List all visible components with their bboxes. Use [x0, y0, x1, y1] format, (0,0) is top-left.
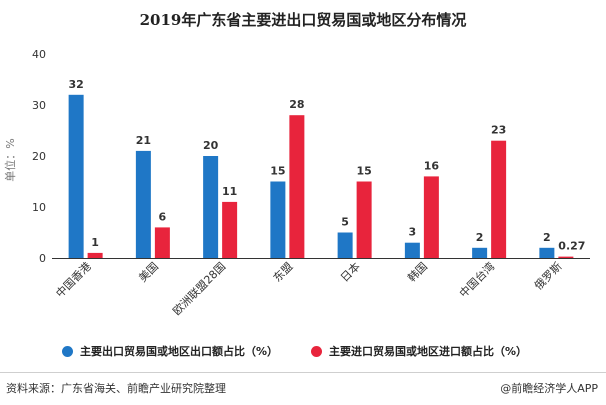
x-tick-label-1: 美国: [136, 260, 161, 285]
value-label-s0-7: 2: [543, 231, 551, 244]
value-label-s1-4: 15: [356, 165, 371, 178]
y-tick-label-20: 20: [32, 150, 46, 163]
bar-s1-3: [289, 115, 305, 258]
legend-dot-export: [62, 345, 73, 357]
bar-s1-5: [423, 176, 439, 258]
bar-s1-4: [356, 181, 372, 258]
x-tick-label-5: 韩国: [405, 259, 430, 284]
value-label-s0-0: 32: [68, 78, 83, 91]
value-label-s1-3: 28: [289, 98, 304, 111]
bar-s0-5: [404, 242, 420, 258]
value-label-s0-2: 20: [203, 139, 219, 152]
bar-s1-7: [558, 256, 574, 258]
credit-text: @前瞻经济学人APP: [500, 382, 598, 395]
legend-item-import: 主要进口贸易国或地区进口额占比（%）: [311, 343, 527, 359]
y-tick-label-10: 10: [32, 201, 46, 214]
value-label-s0-4: 5: [341, 216, 349, 229]
bar-s1-6: [491, 140, 507, 258]
bar-s0-0: [68, 94, 84, 258]
value-label-s1-7: 0.27: [558, 240, 585, 253]
bar-s1-0: [87, 252, 103, 258]
bar-s0-2: [203, 156, 219, 258]
bar-s1-2: [222, 201, 238, 258]
x-tick-label-3: 东盟: [271, 260, 296, 285]
value-label-s1-2: 11: [222, 185, 237, 198]
bar-s1-1: [154, 227, 170, 258]
value-label-s1-0: 1: [91, 236, 99, 249]
legend-label-export: 主要出口贸易国或地区出口额占比（%）: [80, 345, 279, 358]
chart-title: 2019年广东省主要进出口贸易国或地区分布情况: [139, 11, 467, 29]
value-label-s0-3: 15: [270, 165, 285, 178]
y-axis-label: 单位：%: [3, 138, 17, 181]
bar-s0-7: [539, 247, 555, 258]
bar-s0-6: [472, 247, 488, 258]
bar-s0-4: [337, 232, 353, 258]
x-tick-label-6: 中国台湾: [456, 259, 497, 300]
value-label-s0-6: 2: [476, 231, 484, 244]
value-label-s1-6: 23: [491, 124, 506, 137]
legend-item-export: 主要出口贸易国或地区出口额占比（%）: [62, 343, 278, 359]
y-tick-label-30: 30: [32, 99, 46, 112]
x-tick-label-4: 日本: [337, 259, 362, 284]
x-tick-label-2: 欧洲联盟28国: [170, 260, 228, 318]
y-tick-label-40: 40: [32, 48, 46, 61]
y-tick-label-0: 0: [39, 252, 46, 265]
legend-label-import: 主要进口贸易国或地区进口额占比（%）: [329, 345, 528, 358]
bar-s0-1: [135, 150, 151, 258]
legend: 主要出口贸易国或地区出口额占比（%） 主要进口贸易国或地区进口额占比（%）: [0, 343, 606, 361]
value-label-s0-5: 3: [409, 226, 417, 239]
value-label-s1-5: 16: [424, 159, 440, 172]
bar-s0-3: [270, 181, 286, 258]
footer-divider: [0, 372, 606, 373]
value-labels-group: 32 1 21 6 20 11 15 28 5 15 3 16 2 23 2 0.27: [68, 78, 585, 253]
x-axis-tick-labels: 中国香港 美国 欧洲联盟28国 东盟 日本 韩国 中国台湾 俄罗斯: [53, 259, 564, 318]
value-label-s1-1: 6: [159, 210, 167, 223]
x-tick-label-7: 俄罗斯: [532, 260, 565, 293]
footer: 资料来源：广东省海关、前瞻产业研究院整理 @前瞻经济学人APP: [0, 372, 606, 405]
source-text: 资料来源：广东省海关、前瞻产业研究院整理: [6, 382, 226, 395]
legend-dot-import: [311, 345, 322, 357]
bars-group: [68, 94, 574, 258]
x-tick-label-0: 中国香港: [53, 260, 93, 300]
y-axis: 0 10 20 30 40: [32, 48, 46, 265]
value-label-s0-1: 21: [136, 134, 151, 147]
